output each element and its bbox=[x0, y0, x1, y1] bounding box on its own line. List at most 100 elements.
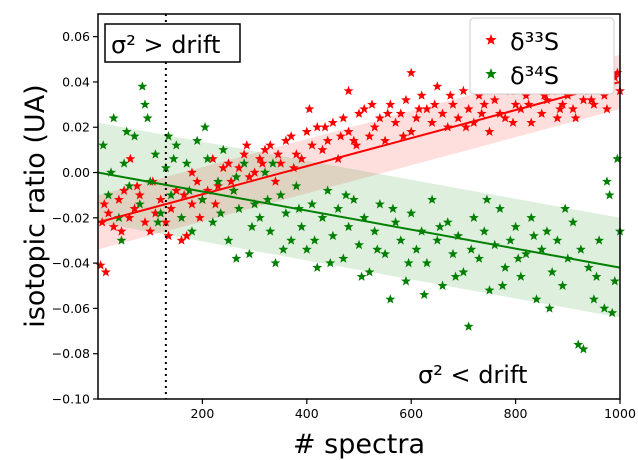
point-series-0-22 bbox=[202, 185, 213, 195]
point-series-1-120 bbox=[372, 244, 383, 254]
point-series-1-21 bbox=[202, 153, 213, 164]
point-series-0-4 bbox=[108, 221, 119, 232]
point-series-1-39 bbox=[296, 221, 307, 232]
point-series-1-20 bbox=[197, 194, 208, 204]
point-series-1-17 bbox=[181, 158, 192, 168]
point-series-0-56 bbox=[380, 135, 391, 146]
point-series-0-0 bbox=[95, 260, 106, 270]
y-tick-label-2: −0.06 bbox=[52, 301, 90, 316]
point-series-1-71 bbox=[463, 321, 474, 331]
point-series-0-46 bbox=[327, 117, 338, 127]
point-series-1-7 bbox=[134, 199, 145, 209]
point-series-0-78 bbox=[494, 108, 505, 118]
point-series-0-5 bbox=[113, 194, 124, 204]
point-series-1-47 bbox=[338, 253, 349, 263]
point-series-1-9 bbox=[140, 99, 150, 109]
point-series-0-50 bbox=[348, 135, 359, 146]
point-series-1-60 bbox=[406, 208, 417, 218]
fit-line-series-1 bbox=[97, 171, 621, 269]
point-series-0-48 bbox=[338, 112, 349, 123]
point-series-0-37 bbox=[280, 135, 291, 146]
point-series-1-19 bbox=[192, 135, 203, 146]
point-series-1-36 bbox=[280, 208, 291, 218]
point-series-1-53 bbox=[369, 226, 380, 236]
point-series-0-117 bbox=[335, 131, 346, 141]
point-series-0-29 bbox=[239, 149, 250, 159]
x-tick-label-4: 1000 bbox=[604, 406, 636, 421]
point-series-0-118 bbox=[351, 140, 362, 150]
point-series-1-1 bbox=[103, 189, 114, 200]
point-series-0-64 bbox=[421, 103, 432, 114]
point-series-0-111 bbox=[241, 140, 252, 150]
point-series-0-131 bbox=[555, 103, 565, 114]
point-series-0-125 bbox=[461, 122, 471, 132]
point-series-1-81 bbox=[515, 271, 526, 281]
point-series-0-112 bbox=[257, 158, 268, 168]
point-series-1-91 bbox=[568, 217, 578, 227]
point-series-0-32 bbox=[254, 153, 265, 164]
point-series-0-96 bbox=[588, 99, 599, 109]
point-series-1-33 bbox=[265, 226, 276, 236]
point-series-0-133 bbox=[586, 94, 597, 105]
y-tick-label-6: 0.02 bbox=[62, 120, 90, 135]
point-series-1-6 bbox=[129, 131, 140, 141]
point-series-1-117 bbox=[325, 257, 336, 268]
point-series-0-124 bbox=[445, 90, 456, 100]
point-series-0-35 bbox=[270, 176, 281, 186]
point-series-1-94 bbox=[583, 262, 594, 272]
point-series-1-30 bbox=[249, 199, 260, 209]
point-series-1-130 bbox=[528, 230, 539, 241]
point-series-1-2 bbox=[108, 112, 119, 123]
point-series-1-11 bbox=[150, 149, 161, 159]
point-series-1-89 bbox=[557, 280, 568, 290]
point-series-0-40 bbox=[296, 153, 307, 164]
point-series-1-138 bbox=[231, 253, 242, 263]
x-tick-label-3: 800 bbox=[504, 406, 528, 421]
point-series-1-59 bbox=[401, 276, 411, 286]
legend-marker-d33s bbox=[485, 34, 497, 45]
point-series-1-134 bbox=[591, 271, 602, 281]
point-series-0-130 bbox=[539, 90, 550, 100]
point-series-1-99 bbox=[609, 276, 620, 286]
point-series-1-79 bbox=[505, 235, 516, 245]
point-series-1-63 bbox=[421, 257, 432, 268]
point-series-1-25 bbox=[223, 235, 234, 245]
point-series-0-24 bbox=[213, 180, 224, 191]
point-series-1-50 bbox=[354, 239, 364, 250]
point-series-1-129 bbox=[513, 253, 524, 263]
point-series-0-100 bbox=[609, 72, 620, 82]
point-series-1-93 bbox=[578, 343, 589, 354]
point-series-1-96 bbox=[594, 235, 605, 245]
y-tick-label-0: −0.10 bbox=[52, 392, 90, 407]
point-series-0-67 bbox=[437, 108, 448, 118]
point-series-1-82 bbox=[521, 248, 531, 259]
point-series-1-83 bbox=[526, 212, 537, 223]
point-series-0-115 bbox=[304, 103, 315, 114]
point-series-1-126 bbox=[466, 244, 477, 254]
point-series-0-12 bbox=[150, 208, 161, 218]
point-series-0-6 bbox=[119, 185, 130, 195]
point-series-0-72 bbox=[463, 103, 474, 114]
point-series-1-97 bbox=[599, 303, 610, 313]
point-series-0-137 bbox=[343, 85, 354, 96]
point-series-0-19 bbox=[187, 199, 197, 209]
legend-marker-d34s bbox=[485, 68, 497, 79]
point-series-1-72 bbox=[468, 212, 479, 223]
point-series-0-134 bbox=[602, 103, 612, 114]
legend-star-1 bbox=[485, 68, 497, 79]
point-series-1-114 bbox=[278, 244, 289, 254]
x-tick-label-0: 200 bbox=[190, 406, 214, 421]
point-series-0-26 bbox=[223, 158, 234, 168]
point-series-1-46 bbox=[333, 203, 344, 213]
point-series-1-116 bbox=[309, 235, 320, 245]
point-series-0-14 bbox=[160, 217, 171, 227]
point-series-0-43 bbox=[312, 122, 323, 132]
point-series-0-59 bbox=[395, 108, 406, 118]
point-series-1-133 bbox=[575, 244, 586, 254]
point-series-0-31 bbox=[249, 167, 260, 177]
annotation-box bbox=[104, 23, 241, 63]
point-series-1-88 bbox=[552, 235, 563, 245]
legend: δ³³S δ³⁴S bbox=[469, 17, 615, 95]
point-series-1-61 bbox=[411, 244, 422, 254]
point-series-1-84 bbox=[531, 294, 542, 304]
